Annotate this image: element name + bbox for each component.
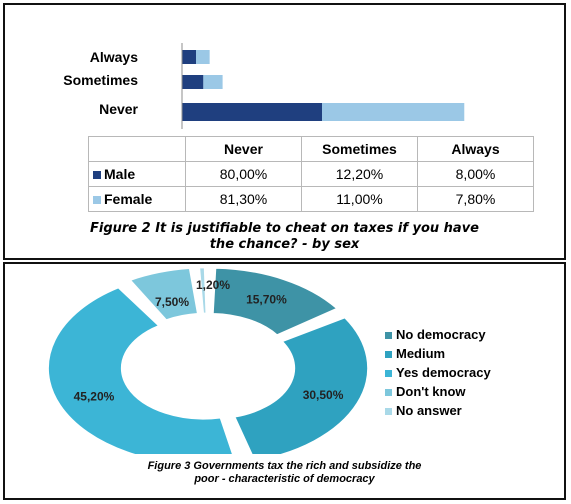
table-cell: 81,30% — [185, 186, 302, 212]
caption-line: Figure 3 Governments tax the rich and su… — [147, 460, 422, 472]
table-header-cell: Always — [417, 136, 534, 162]
legend-item: Don't know — [385, 384, 466, 399]
female-legend-swatch — [93, 196, 101, 205]
slice-data-label: 45,20% — [74, 389, 115, 403]
legend-swatch — [385, 351, 392, 359]
slice-medium — [234, 317, 369, 454]
legend-label: Don't know — [396, 384, 466, 399]
table-row: Female 81,30% 11,00% 7,80% — [88, 186, 534, 212]
table-row: Male 80,00% 12,20% 8,00% — [88, 161, 534, 187]
table-cell: 12,20% — [301, 161, 418, 187]
slice-don-t-know — [129, 268, 199, 321]
category-label-sometimes: Sometimes — [63, 72, 138, 88]
bar-always-male — [182, 50, 196, 64]
table-corner — [88, 136, 186, 162]
legend-label: Yes democracy — [396, 365, 491, 380]
legend-label: No answer — [396, 403, 462, 418]
table-cell: 11,00% — [301, 186, 418, 212]
bar-always-female — [196, 50, 210, 64]
table-cell: 80,00% — [185, 161, 302, 187]
slice-data-label: 15,70% — [246, 293, 287, 307]
slice-data-label: 30,50% — [303, 388, 344, 402]
bar-never-female — [322, 103, 465, 121]
table-header-cell: Sometimes — [301, 136, 418, 162]
legend-swatch — [385, 332, 392, 340]
legend-swatch — [385, 408, 392, 416]
legend-label: No democracy — [396, 327, 486, 342]
figure-3-panel: 15,70% 30,50% 45,20% 7,50% 1,20% No democrac… — [3, 262, 566, 500]
bar-sometimes-male — [182, 75, 204, 89]
figure-2-panel: Always Sometimes Never Never Sometimes A… — [3, 3, 566, 260]
category-label-always: Always — [89, 49, 138, 65]
legend-item: No democracy — [385, 327, 486, 342]
table-row-head-male: Male — [88, 161, 186, 187]
bar-chart — [181, 43, 465, 129]
slice-no-democracy — [212, 267, 338, 336]
male-legend-swatch — [93, 171, 101, 180]
caption-line: the chance? - by sex — [209, 237, 360, 252]
legend-item: Medium — [385, 346, 445, 361]
legend-item: No answer — [385, 403, 462, 418]
bar-never-male — [182, 103, 322, 121]
caption-line: Figure 2 It is justifiable to cheat on t… — [89, 221, 480, 236]
table-header-cell: Never — [185, 136, 302, 162]
row-label: Female — [104, 191, 153, 207]
legend-swatch — [385, 370, 392, 378]
figure-2-caption: Figure 2 It is justifiable to cheat on t… — [5, 221, 564, 253]
slice-yes-democracy — [47, 287, 233, 454]
legend-swatch — [385, 389, 392, 397]
slice-data-label: 7,50% — [155, 295, 189, 309]
category-label-never: Never — [99, 101, 138, 117]
slice-no-answer — [199, 267, 207, 314]
figure-3-caption: Figure 3 Governments tax the rich and su… — [5, 460, 564, 486]
table-cell: 8,00% — [417, 161, 534, 187]
doughnut-chart: 15,70% 30,50% 45,20% 7,50% 1,20% — [47, 267, 369, 454]
bar-sometimes-female — [203, 75, 223, 89]
row-label: Male — [104, 166, 136, 182]
data-table: Never Sometimes Always Male 80,00% 12,20… — [88, 136, 534, 212]
table-cell: 7,80% — [417, 186, 534, 212]
slice-data-label: 1,20% — [196, 278, 230, 292]
table-header-row: Never Sometimes Always — [88, 136, 534, 162]
table-row-head-female: Female — [88, 186, 186, 212]
caption-line: poor - characteristic of democracy — [194, 473, 375, 485]
legend-item: Yes democracy — [385, 365, 491, 380]
legend-label: Medium — [396, 346, 446, 361]
